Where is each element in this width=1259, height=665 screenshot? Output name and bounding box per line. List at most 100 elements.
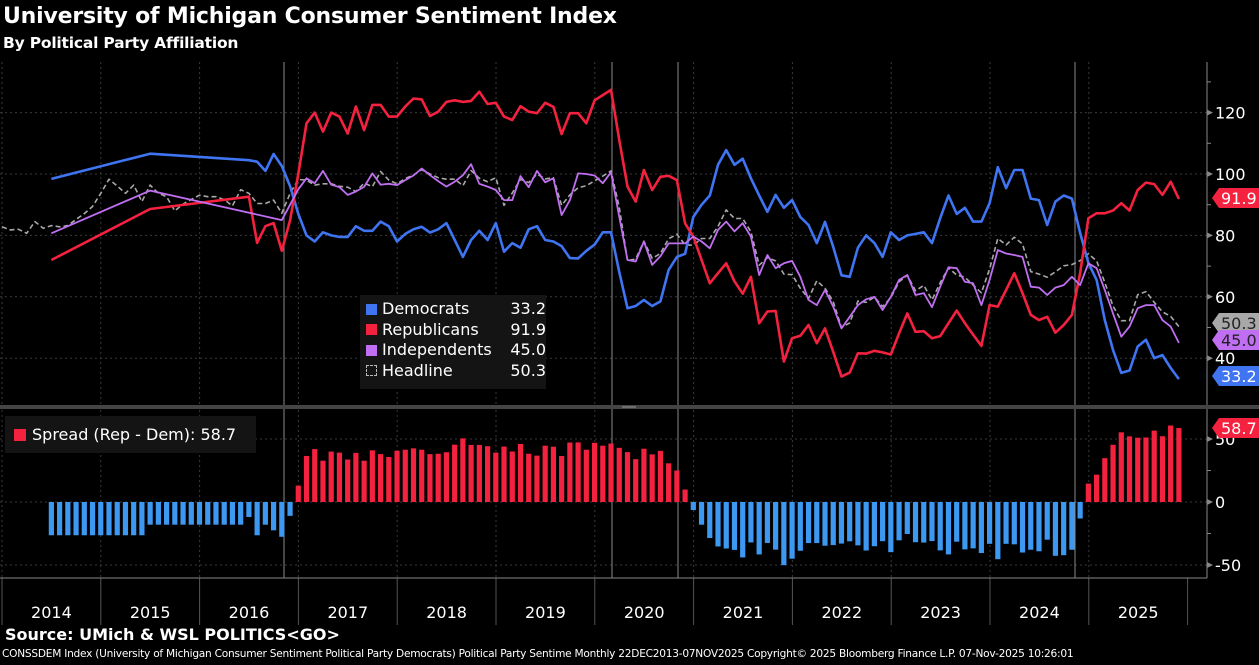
spread-bar xyxy=(1085,483,1091,502)
last-value-tag xyxy=(1212,313,1259,333)
spread-bar xyxy=(57,502,63,536)
last-value-tag-label: 45.0 xyxy=(1221,331,1257,350)
legend-item-independents[interactable]: Independents 45.0 xyxy=(366,340,546,361)
spread-bar xyxy=(1135,437,1141,502)
spread-bar xyxy=(863,502,869,551)
spread-bar xyxy=(1151,430,1157,502)
legend-value: 50.3 xyxy=(510,360,546,380)
spread-bar xyxy=(345,459,351,502)
spread-bar xyxy=(484,446,491,502)
spread-bar xyxy=(460,438,466,502)
spread-bar xyxy=(287,502,293,516)
spread-bar xyxy=(945,502,952,555)
spread-bar xyxy=(847,502,853,542)
spread-legend[interactable]: Spread (Rep - Dem): 58.7 xyxy=(5,416,256,453)
x-tick-label: 2018 xyxy=(426,603,467,622)
series-line-republicans xyxy=(50,88,1181,378)
last-value-tag xyxy=(1212,330,1259,350)
spread-bar xyxy=(320,460,326,502)
spread-bar xyxy=(1159,436,1166,502)
chart-canvas: 2014 2015 2016 2017 2018 2019 2020 2021 2022 2023… xyxy=(0,62,1259,625)
tick-marker xyxy=(1207,562,1213,568)
spread-bar xyxy=(748,502,754,543)
spread-bar xyxy=(1028,502,1034,550)
spread-bar xyxy=(196,502,203,525)
spread-bar xyxy=(698,502,705,525)
legend-item-headline[interactable]: Headline 50.3 xyxy=(366,361,546,382)
spread-bar xyxy=(1044,502,1050,540)
spread-bar xyxy=(295,485,301,502)
spread-bar xyxy=(1011,502,1017,545)
spread-bar xyxy=(534,455,540,502)
spread-bar xyxy=(550,446,557,502)
spread-bar xyxy=(336,452,343,502)
spread-bar xyxy=(312,449,318,502)
spread-bar xyxy=(764,502,770,543)
spread-bar xyxy=(1036,502,1042,552)
source-line: Source: UMich & WSL POLITICS<GO> xyxy=(5,625,340,644)
spread-bar xyxy=(896,502,902,541)
spread-bar xyxy=(270,502,277,531)
spread-bar xyxy=(888,502,894,553)
spread-bar xyxy=(468,444,474,502)
spread-bar xyxy=(904,502,910,535)
spread-bar xyxy=(608,443,614,502)
series-lines xyxy=(1,88,1181,380)
independents-swatch xyxy=(366,344,377,356)
spread-bar xyxy=(781,502,787,566)
spread-bar xyxy=(443,452,450,502)
last-value-tag-label: 58.7 xyxy=(1221,419,1257,438)
spread-bar xyxy=(962,502,968,550)
spread-bar xyxy=(493,452,499,502)
spread-bar xyxy=(666,463,672,502)
spread-bar xyxy=(81,502,87,536)
tick-marker xyxy=(1207,293,1213,300)
tick-marker xyxy=(1207,232,1213,239)
spread-bar xyxy=(106,502,112,536)
spread-bar xyxy=(674,470,680,502)
spread-bar xyxy=(715,502,721,547)
tick-marker xyxy=(1207,355,1213,362)
spread-bar xyxy=(814,502,820,544)
x-tick-label: 2025 xyxy=(1118,603,1159,622)
legend-item-republicans[interactable]: Republicans 91.9 xyxy=(366,320,546,341)
spread-bar xyxy=(954,502,960,542)
spread-bar xyxy=(600,445,606,502)
spread-bar xyxy=(517,443,524,502)
legend-item-democrats[interactable]: Democrats 33.2 xyxy=(366,299,546,320)
legend-value: 91.9 xyxy=(510,319,546,339)
spread-bar xyxy=(838,502,845,544)
spread-bar xyxy=(731,502,738,550)
spread-bar xyxy=(427,454,433,502)
spread-bar xyxy=(756,502,762,555)
spread-swatch xyxy=(14,428,26,441)
spread-bar xyxy=(526,453,532,502)
tick-marker xyxy=(1207,109,1213,116)
spread-bar xyxy=(1003,502,1009,544)
spread-bar xyxy=(633,459,639,502)
chart-subtitle: By Political Party Affiliation xyxy=(3,34,239,52)
spread-bar xyxy=(435,453,441,502)
spread-bar xyxy=(591,442,598,502)
y-tick-label: 40 xyxy=(1215,349,1235,368)
spread-bar xyxy=(773,502,779,550)
y-tick-label: 80 xyxy=(1215,226,1235,245)
spread-bar xyxy=(238,502,244,525)
spread-bar xyxy=(501,446,507,502)
spread-bar xyxy=(353,452,359,502)
last-value-tag-label: 33.2 xyxy=(1221,367,1257,386)
spread-bar xyxy=(394,450,400,502)
spread-bar xyxy=(1069,502,1075,550)
legend-label: Republicans xyxy=(382,319,479,339)
legend-label: Independents xyxy=(382,340,492,359)
series-legend: Democrats 33.2 Republicans 91.9 Independ… xyxy=(360,295,546,389)
spread-bar xyxy=(1126,436,1133,502)
spread-bar xyxy=(164,502,170,525)
spread-bar xyxy=(830,502,836,546)
last-value-tag xyxy=(1212,418,1259,438)
x-tick-label: 2023 xyxy=(920,603,961,622)
spread-bar xyxy=(452,444,458,502)
x-tick-label: 2021 xyxy=(723,603,764,622)
spread-bar xyxy=(1143,437,1149,502)
spread-bar xyxy=(1077,502,1083,519)
